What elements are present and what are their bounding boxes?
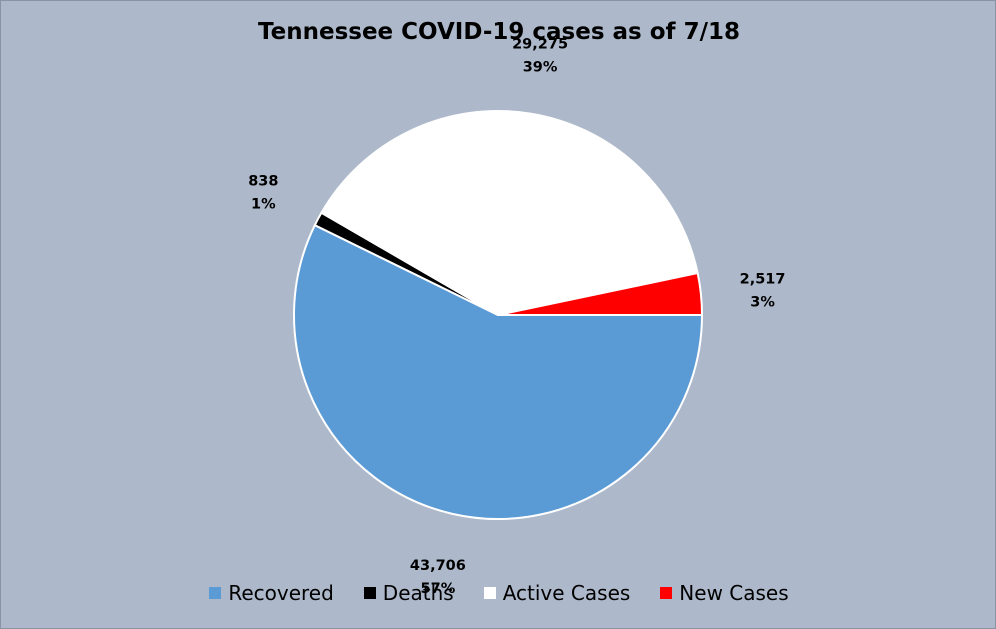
data-label-percent-deaths: 1% xyxy=(251,197,276,213)
legend-item-recovered: Recovered xyxy=(209,581,334,605)
pie-slice-recovered xyxy=(293,223,704,520)
legend-label-new-cases: New Cases xyxy=(679,581,789,605)
chart-title: Tennessee COVID-19 cases as of 7/18 xyxy=(257,19,740,45)
data-label-value-active-cases: 29,275 xyxy=(512,36,568,52)
data-label-percent-active-cases: 39% xyxy=(523,59,558,75)
legend-label-recovered: Recovered xyxy=(228,581,334,605)
legend-swatch-active-cases xyxy=(483,587,496,599)
legend-swatch-new-cases xyxy=(660,587,673,599)
legend-label-deaths: Deaths xyxy=(382,581,454,605)
data-label-percent-new-cases: 3% xyxy=(750,294,775,310)
legend-item-deaths: Deaths xyxy=(363,581,454,605)
data-label-value-deaths: 838 xyxy=(248,174,278,190)
chart-legend: Recovered Deaths Active Cases New Cases xyxy=(1,581,996,605)
legend-item-active-cases: Active Cases xyxy=(483,581,631,605)
data-label-value-recovered: 43,706 xyxy=(410,558,466,574)
legend-swatch-deaths xyxy=(363,587,376,599)
legend-swatch-recovered xyxy=(209,587,222,599)
data-label-percent-recovered: 57% xyxy=(421,581,456,597)
legend-item-new-cases: New Cases xyxy=(660,581,789,605)
data-label-value-new-cases: 2,517 xyxy=(740,271,786,287)
pie-slice-active-cases xyxy=(320,110,699,317)
pie-slice-new-cases xyxy=(497,271,704,316)
legend-label-active-cases: Active Cases xyxy=(502,581,631,605)
